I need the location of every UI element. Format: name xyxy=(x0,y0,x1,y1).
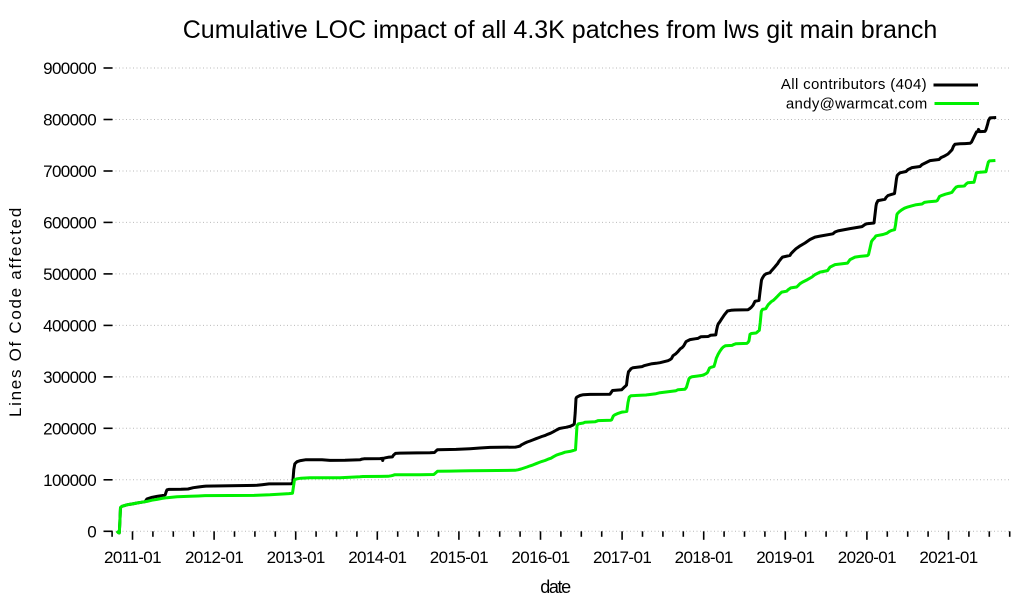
svg-text:700000: 700000 xyxy=(43,162,96,181)
svg-text:2020-01: 2020-01 xyxy=(838,548,896,567)
svg-text:100000: 100000 xyxy=(43,471,96,490)
svg-text:All contributors (404): All contributors (404) xyxy=(781,76,927,93)
svg-text:0: 0 xyxy=(87,522,96,541)
svg-text:600000: 600000 xyxy=(43,213,96,232)
svg-text:200000: 200000 xyxy=(43,419,96,438)
svg-text:andy@warmcat.com: andy@warmcat.com xyxy=(786,96,928,113)
svg-text:Cumulative LOC impact of all 4: Cumulative LOC impact of all 4.3K patche… xyxy=(183,16,937,44)
svg-text:2015-01: 2015-01 xyxy=(430,548,488,567)
svg-text:300000: 300000 xyxy=(43,368,96,387)
svg-text:2019-01: 2019-01 xyxy=(756,548,814,567)
svg-text:date: date xyxy=(540,577,571,597)
svg-text:Lines Of Code affected: Lines Of Code affected xyxy=(6,206,25,417)
svg-text:400000: 400000 xyxy=(43,316,96,335)
svg-text:800000: 800000 xyxy=(43,111,96,130)
svg-text:900000: 900000 xyxy=(43,59,96,78)
svg-text:2021-01: 2021-01 xyxy=(919,548,977,567)
svg-text:2011-01: 2011-01 xyxy=(104,548,161,567)
svg-text:2012-01: 2012-01 xyxy=(185,548,243,567)
svg-text:2016-01: 2016-01 xyxy=(511,548,569,567)
svg-text:2013-01: 2013-01 xyxy=(267,548,325,567)
svg-text:500000: 500000 xyxy=(43,265,96,284)
svg-text:2018-01: 2018-01 xyxy=(675,548,733,567)
svg-text:2017-01: 2017-01 xyxy=(593,548,651,567)
svg-text:2014-01: 2014-01 xyxy=(348,548,406,567)
